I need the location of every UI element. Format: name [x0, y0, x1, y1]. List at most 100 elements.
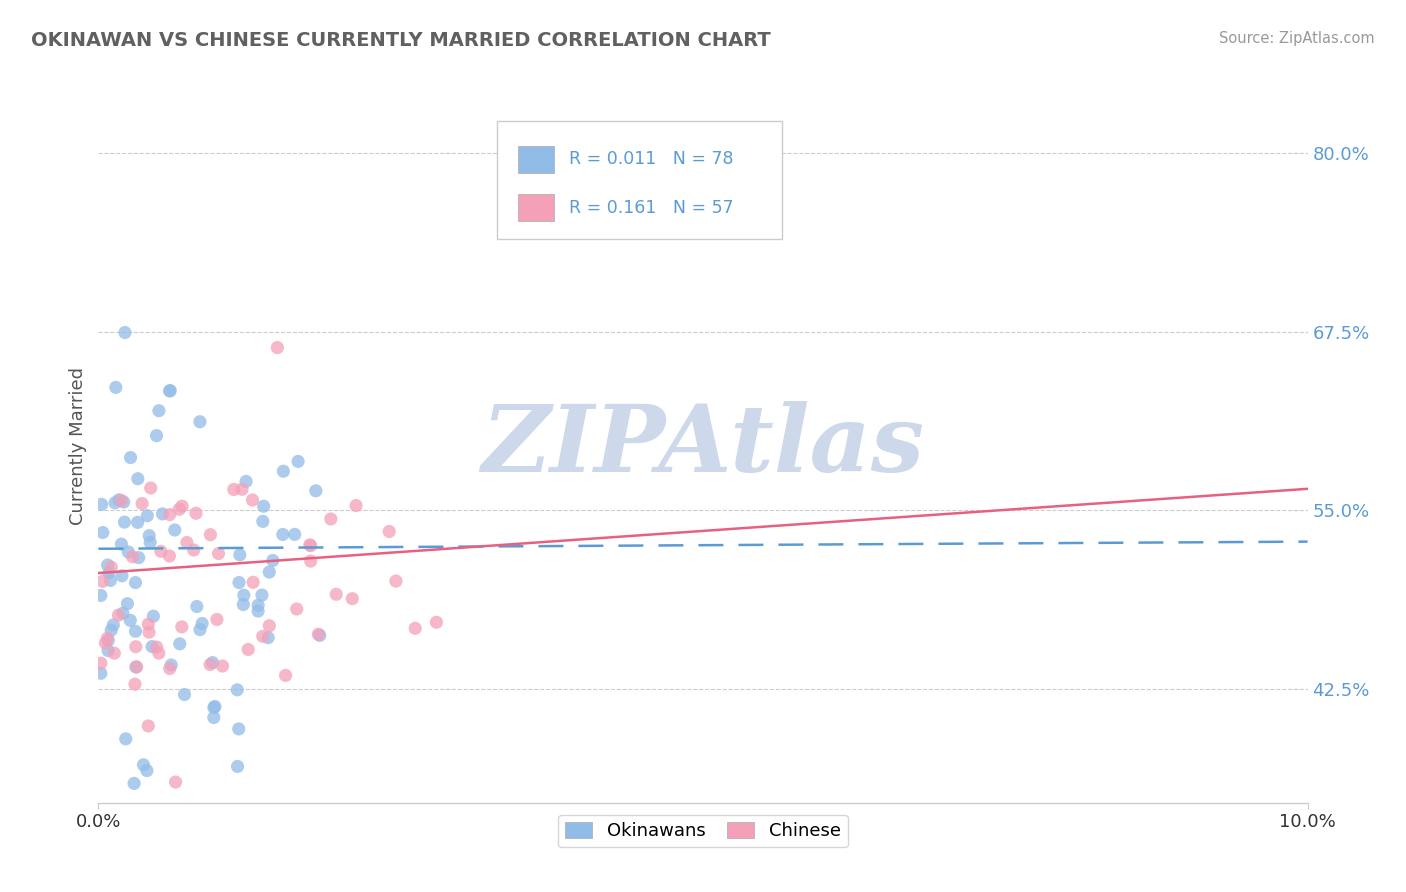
Point — [90, 656, 112, 670]
Point — [170, 620, 193, 634]
Point — [176, 535, 198, 549]
Point — [148, 403, 170, 417]
Point — [121, 549, 143, 564]
Point — [257, 631, 280, 645]
Point — [273, 464, 295, 478]
Point — [188, 415, 211, 429]
Point — [172, 499, 194, 513]
FancyBboxPatch shape — [498, 121, 782, 239]
Point — [319, 512, 342, 526]
Point — [378, 524, 401, 539]
Point — [204, 699, 226, 714]
Point — [287, 454, 309, 468]
Point — [138, 529, 160, 543]
Point — [110, 537, 132, 551]
Point — [325, 587, 347, 601]
Point — [202, 700, 225, 714]
FancyBboxPatch shape — [517, 194, 554, 221]
Point — [104, 380, 127, 394]
Point — [235, 475, 257, 489]
Point — [188, 623, 211, 637]
Point — [183, 543, 205, 558]
Point — [198, 657, 221, 672]
Point — [136, 719, 159, 733]
Point — [125, 640, 148, 654]
Point — [285, 602, 308, 616]
Point — [253, 500, 276, 514]
Point — [103, 646, 125, 660]
Point — [385, 574, 408, 588]
Point — [139, 481, 162, 495]
Point — [247, 604, 270, 618]
Point — [136, 764, 159, 778]
Point — [100, 574, 122, 588]
Point — [114, 731, 136, 746]
Point — [169, 502, 191, 516]
Text: Source: ZipAtlas.com: Source: ZipAtlas.com — [1219, 31, 1375, 46]
Point — [231, 483, 253, 497]
Point — [120, 613, 142, 627]
Point — [103, 618, 125, 632]
Point — [307, 627, 329, 641]
Point — [186, 599, 208, 614]
Point — [122, 776, 145, 790]
Point — [259, 619, 281, 633]
Point — [136, 617, 159, 632]
Point — [169, 637, 191, 651]
Point — [94, 636, 117, 650]
Point — [114, 326, 136, 340]
Point — [149, 544, 172, 558]
Point — [229, 548, 252, 562]
Point — [308, 628, 330, 642]
Point — [128, 550, 150, 565]
Point — [165, 775, 187, 789]
Point — [152, 507, 174, 521]
Point — [111, 568, 134, 582]
Point — [111, 606, 134, 620]
Point — [136, 508, 159, 523]
Point — [97, 633, 120, 648]
Point — [226, 759, 249, 773]
Point — [266, 341, 288, 355]
Point — [138, 625, 160, 640]
Point — [222, 483, 245, 497]
Text: R = 0.011   N = 78: R = 0.011 N = 78 — [569, 150, 734, 169]
Point — [299, 554, 322, 568]
Point — [201, 656, 224, 670]
Point — [97, 558, 120, 572]
Point — [271, 527, 294, 541]
Point — [97, 566, 120, 580]
Legend: Okinawans, Chinese: Okinawans, Chinese — [558, 814, 848, 847]
Point — [120, 450, 142, 465]
Point — [425, 615, 447, 630]
Point — [184, 506, 207, 520]
Point — [228, 575, 250, 590]
Point — [96, 632, 118, 646]
Point — [242, 575, 264, 590]
Point — [205, 612, 228, 626]
Point — [139, 535, 162, 549]
Point — [108, 492, 131, 507]
Point — [145, 640, 167, 654]
Point — [117, 597, 139, 611]
Point — [127, 516, 149, 530]
Point — [211, 659, 233, 673]
Point — [159, 508, 181, 522]
Point — [404, 621, 426, 635]
Point — [159, 549, 181, 563]
Point — [142, 609, 165, 624]
Point — [100, 560, 122, 574]
Point — [298, 538, 321, 552]
Point — [125, 660, 148, 674]
Text: ZIPAtlas: ZIPAtlas — [481, 401, 925, 491]
Point — [226, 682, 249, 697]
Point — [238, 642, 260, 657]
Point — [163, 523, 186, 537]
Point — [110, 493, 132, 508]
Point — [232, 588, 254, 602]
Point — [159, 384, 181, 398]
Point — [124, 575, 146, 590]
Point — [114, 515, 136, 529]
Text: R = 0.161   N = 57: R = 0.161 N = 57 — [569, 199, 734, 217]
Point — [91, 574, 114, 589]
